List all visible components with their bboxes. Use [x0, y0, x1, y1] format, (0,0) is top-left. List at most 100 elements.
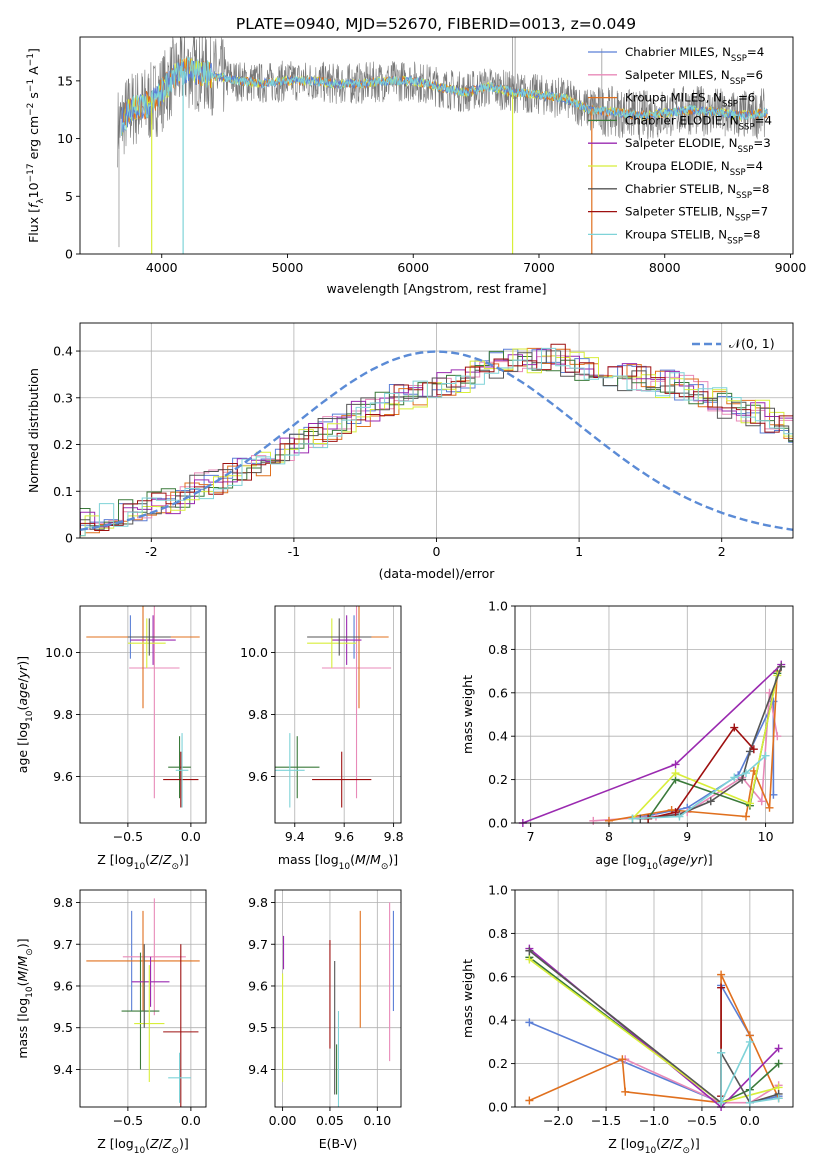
y-tick-label: 0.0 [488, 1100, 508, 1115]
plus-marker [730, 773, 739, 782]
axis-label-part: 10 [25, 710, 35, 722]
errorbar-point [163, 751, 199, 808]
plot-area [518, 660, 786, 827]
plus-marker [738, 775, 747, 784]
x-tick-label: 1 [575, 544, 583, 559]
mass-weight-line [640, 666, 783, 820]
y-tick-label: 0.0 [488, 816, 508, 831]
x-tick-label: 7000 [523, 260, 555, 275]
y-tick-label: 0 [65, 531, 73, 546]
plus-marker [774, 1044, 783, 1053]
x-axis-label: wavelength [Angstrom, rest frame] [326, 281, 546, 296]
x-tick-label: 2 [718, 544, 726, 559]
axis-label-part: / [15, 966, 30, 971]
errorbar-point [127, 618, 166, 668]
axis-label-part: ⊙ [682, 1146, 690, 1156]
errorbar-point [321, 606, 392, 799]
y-tick-label: 0.6 [488, 685, 508, 700]
errorbar-point [307, 618, 372, 656]
legend-sub: SSP [722, 100, 738, 110]
mass-weight-line [522, 664, 782, 824]
plus-marker [589, 816, 598, 825]
axis-label-part: yr [689, 852, 703, 867]
legend-label: Chabrier ELODIE, NSSP=4 [625, 113, 772, 132]
legend-eq: =4 [755, 113, 772, 127]
observed-spectrum [117, 37, 766, 168]
y-tick-label: 9.7 [248, 937, 268, 952]
errorbar-point [175, 733, 189, 808]
axis-label: age [log10(age/yr)] [15, 656, 35, 773]
errorbar-point [331, 615, 362, 665]
y-tick-label: 0.2 [488, 772, 508, 787]
legend-text: Kroupa MILES, N [625, 91, 722, 105]
plus-marker [717, 1098, 726, 1107]
axis-label-part: Z [162, 852, 172, 867]
y-tick-label: 9.8 [53, 895, 73, 910]
legend-sub: SSP [730, 168, 746, 178]
plot-area [282, 902, 394, 1107]
axis-label: mass [log10(M/M⊙)] [15, 938, 35, 1058]
axis-label-part: age [663, 852, 687, 867]
axis-label-part: age [log [15, 722, 30, 773]
legend-label: Kroupa ELODIE, NSSP=4 [625, 159, 763, 178]
x-tick-label: 6000 [397, 260, 429, 275]
legend-text: Salpeter ELODIE, N [625, 136, 737, 150]
plot-area [525, 944, 783, 1111]
mass-weight-line [631, 675, 779, 820]
axis-label-part: )] [690, 1136, 700, 1151]
axis-label-part: Z [149, 852, 159, 867]
x-tick-label: -1 [288, 544, 300, 559]
plus-marker [717, 1048, 726, 1057]
mass-weight-line [632, 701, 775, 820]
legend-eq: =8 [743, 227, 760, 241]
plus-marker [671, 760, 680, 769]
axis-label: mass [log10(M/M⊙)] [278, 852, 398, 872]
errorbar-point [275, 736, 320, 799]
axis-label-part: / [159, 852, 164, 867]
axis-label-part: ( [15, 982, 30, 987]
x-tick-label: 9.8 [384, 829, 404, 844]
y-tick-label: 9.5 [248, 1020, 268, 1035]
axis-label-part: ( [145, 852, 150, 867]
errorbar-point [275, 733, 305, 808]
y-tick-label: 9.6 [248, 769, 268, 784]
y-tick-label: 0.8 [488, 926, 508, 941]
axis-label-part: ⊙ [381, 862, 389, 872]
plus-marker [774, 1059, 783, 1068]
axis-label-part: A [26, 66, 41, 79]
x-tick-label: 8000 [649, 260, 681, 275]
legend-eq: =7 [751, 205, 768, 219]
axis-label-part: ⊙ [171, 862, 179, 872]
plus-marker [525, 1096, 534, 1105]
y-tick-label: 0.4 [488, 1013, 508, 1028]
legend-text: Salpeter STELIB, N [625, 205, 735, 219]
plus-marker [618, 1055, 627, 1064]
figure-title: PLATE=0940, MJD=52670, FIBERID=0013, z=0… [236, 15, 636, 33]
chart-mass-weight-vs-Z: −2.0 −1.5 −1.0 −0.5 0.0 0.0 0.2 0.4 0.6 0.8 1.0 Z [… [460, 883, 794, 1156]
axis-label-part: ⊙ [171, 1146, 179, 1156]
x-tick-label: 0.0 [181, 829, 201, 844]
legend-text: Chabrier ELODIE, N [625, 113, 739, 127]
legend-eq: =6 [738, 91, 755, 105]
axes-frame [79, 889, 207, 1108]
plus-marker [774, 1094, 783, 1103]
axis-label-part: Z [660, 1136, 670, 1151]
plot-area [86, 898, 200, 1107]
x-tick-label: 0.05 [316, 1113, 344, 1128]
plus-marker [745, 1037, 754, 1046]
errorbar-point [307, 618, 357, 668]
axis-label-part: 10 [647, 862, 659, 872]
axis-label: age [log10(age/yr)] [595, 852, 712, 872]
plus-marker [671, 769, 680, 778]
axis-label-part: s [26, 92, 41, 103]
errorbar-point [127, 618, 171, 656]
y-tick-label: 0.8 [488, 642, 508, 657]
axis-label-part: 10 [25, 986, 35, 998]
plus-marker [742, 769, 751, 778]
chart-residual-histogram: -2 -1 0 1 2 0 0.1 0.2 0.3 0.4 (data-model)/error No… [26, 322, 794, 581]
axis-label-part: −1 [26, 53, 36, 66]
axes-frame [514, 605, 794, 824]
y-tick-label: 0.3 [53, 390, 73, 405]
